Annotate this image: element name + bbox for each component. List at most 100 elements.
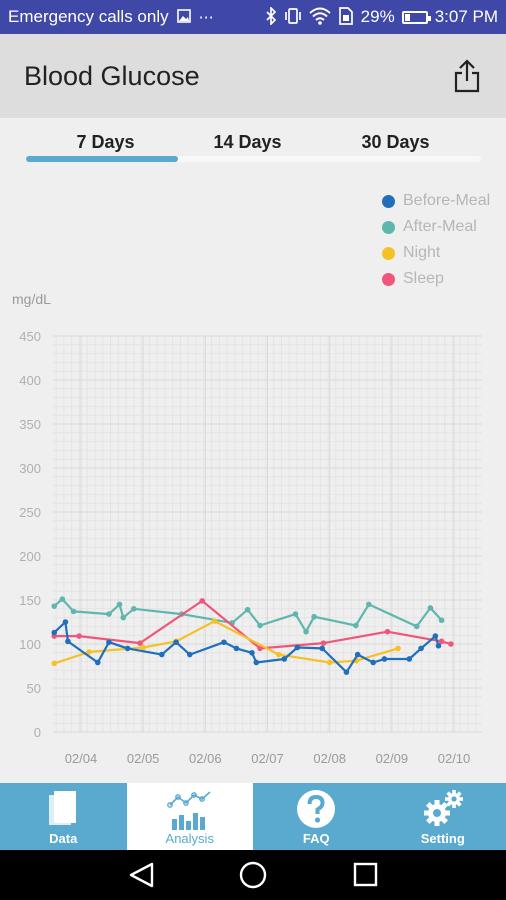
data-point (257, 622, 263, 629)
glucose-chart: mg/dL 0 50 100 150 200 250 300 350 400 450 02/04 02/… (12, 291, 482, 766)
data-point (159, 651, 165, 658)
data-point (413, 623, 420, 630)
data-point (354, 651, 361, 658)
data-point (199, 598, 206, 604)
data-point (249, 650, 255, 656)
y-tick-label: 50 (27, 681, 41, 696)
image-icon (176, 8, 191, 26)
y-axis-label: mg/dL (12, 291, 51, 307)
data-point (311, 613, 317, 620)
tab-30-days[interactable]: 30 Days (361, 132, 430, 152)
x-tick-label: 02/05 (127, 751, 160, 766)
data-point (432, 633, 439, 639)
app-bar: Blood Glucose (0, 34, 506, 118)
nav-label: FAQ (302, 831, 330, 846)
range-tabs: 7 Days 14 Days 30 Days (26, 128, 481, 164)
data-point (62, 619, 69, 625)
chart-legend: Before-Meal After-Meal Night Sleep (382, 188, 490, 292)
y-tick-label: 300 (19, 461, 41, 476)
legend-label: Night (403, 244, 441, 261)
data-point (275, 651, 282, 658)
data-point (116, 601, 123, 608)
data-point (438, 638, 445, 645)
data-point (173, 639, 179, 646)
home-icon[interactable] (239, 861, 267, 889)
data-point (59, 596, 66, 602)
tab-track (26, 156, 481, 162)
legend-dot (382, 194, 395, 208)
share-button[interactable] (452, 58, 482, 94)
data-point (244, 606, 251, 613)
data-point (51, 629, 58, 636)
data-point (448, 641, 454, 647)
page-title: Blood Glucose (24, 60, 200, 91)
y-tick-label: 450 (19, 329, 41, 344)
bottom-nav: Data Analysis FAQ (0, 783, 506, 850)
data-point (70, 608, 77, 615)
x-tick-label: 02/04 (65, 751, 98, 766)
nav-faq[interactable]: FAQ (253, 783, 380, 850)
legend-item-before-meal: Before-Meal (382, 188, 490, 214)
nav-setting[interactable]: Setting (380, 783, 506, 850)
data-icon (49, 791, 77, 825)
nav-label: Analysis (165, 831, 214, 846)
data-point (233, 645, 240, 652)
legend-label: After-Meal (403, 218, 477, 235)
data-point (352, 622, 359, 629)
y-tick-label: 100 (19, 637, 41, 652)
data-point (94, 659, 101, 666)
share-icon (454, 59, 480, 93)
status-bar: Emergency calls only ⋯ 29% 3:07 PM (0, 0, 506, 34)
recents-icon[interactable] (353, 862, 378, 887)
series-line (53, 620, 440, 674)
data-point (395, 645, 401, 652)
legend-item-after-meal: After-Meal (382, 214, 490, 240)
data-point (294, 644, 301, 651)
x-tick-label: 02/09 (376, 751, 409, 766)
tab-14-days[interactable]: 14 Days (213, 132, 282, 152)
data-point (131, 606, 137, 612)
data-point (257, 645, 263, 652)
data-point (320, 640, 327, 646)
data-point (427, 605, 434, 611)
data-point (86, 649, 92, 655)
y-tick-label: 150 (19, 593, 41, 608)
nav-label: Data (49, 831, 78, 846)
data-point (343, 669, 350, 675)
x-tick-label: 02/07 (251, 751, 284, 766)
legend-item-sleep: Sleep (382, 266, 490, 292)
x-tick-label: 02/06 (189, 751, 222, 766)
y-tick-label: 350 (19, 417, 41, 432)
clock: 3:07 PM (434, 7, 498, 26)
data-point (106, 639, 112, 646)
data-point (120, 614, 127, 621)
data-point (366, 601, 372, 608)
data-point (140, 644, 146, 651)
data-point (51, 603, 58, 609)
data-point (106, 611, 112, 617)
back-icon[interactable] (129, 862, 154, 888)
data-point (137, 640, 143, 646)
data-point (253, 659, 260, 666)
tab-7-days[interactable]: 7 Days (76, 132, 135, 152)
tab-indicator (26, 156, 178, 162)
battery-percent: 29% (360, 7, 395, 26)
carrier-text: Emergency calls only (8, 7, 169, 26)
data-point (281, 656, 288, 662)
y-tick-label: 0 (34, 725, 41, 740)
data-point (303, 628, 309, 635)
wifi-icon (308, 7, 331, 28)
more-icon: ⋯ (198, 8, 214, 26)
nav-analysis[interactable]: Analysis (126, 783, 253, 850)
legend-item-night: Night (382, 240, 490, 266)
legend-dot (382, 220, 395, 234)
x-tick-label: 02/10 (438, 751, 471, 766)
bluetooth-icon (265, 5, 277, 28)
legend-label: Before-Meal (403, 192, 491, 209)
data-point (326, 659, 333, 666)
nav-data[interactable]: Data (0, 783, 127, 850)
data-point (292, 611, 299, 617)
vibrate-icon (284, 7, 302, 28)
data-point (211, 618, 218, 624)
data-point (384, 628, 391, 635)
